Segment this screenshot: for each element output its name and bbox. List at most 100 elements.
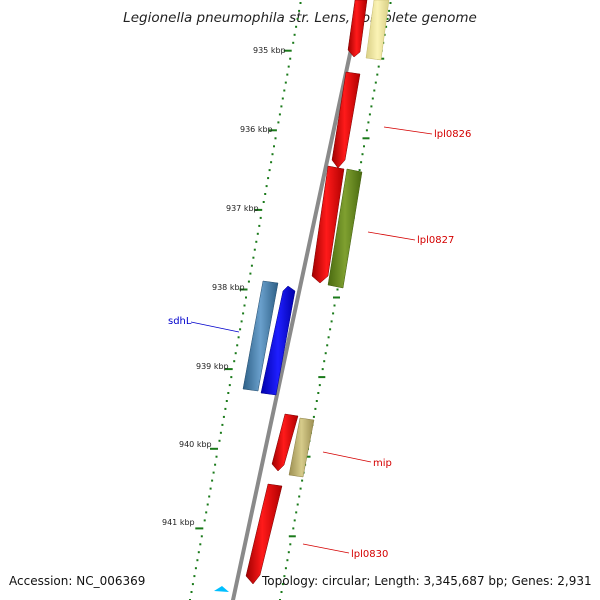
scale-minor-tick xyxy=(252,256,255,259)
scale-minor-tick xyxy=(278,113,281,116)
scale-major-tick xyxy=(268,129,277,132)
scale-minor-tick xyxy=(299,2,302,4)
outer-minor-tick xyxy=(293,519,296,522)
outer-minor-tick xyxy=(283,575,286,578)
outer-minor-tick xyxy=(312,415,315,418)
gene-top-pale[interactable] xyxy=(365,0,390,61)
outer-minor-tick xyxy=(370,105,373,108)
scale-minor-tick xyxy=(245,296,247,299)
gene-top-red[interactable] xyxy=(347,0,368,58)
outer-minor-tick xyxy=(280,591,283,593)
scale-minor-tick xyxy=(234,352,237,355)
gene-label-lpl0827[interactable]: lpl0827 xyxy=(417,235,454,246)
scale-major-tick xyxy=(283,49,292,52)
scale-minor-tick xyxy=(193,575,196,578)
outer-minor-tick xyxy=(386,17,389,20)
scale-minor-tick xyxy=(230,376,233,379)
outer-minor-tick xyxy=(286,559,289,562)
outer-minor-tick xyxy=(358,169,361,172)
scale-minor-tick xyxy=(281,97,284,100)
scale-minor-tick xyxy=(273,145,275,148)
scale-minor-tick xyxy=(228,384,231,387)
scale-minor-tick xyxy=(249,272,252,275)
gene-mip[interactable] xyxy=(288,417,315,478)
outer-minor-tick xyxy=(321,368,324,371)
leader-mip xyxy=(322,451,372,463)
scale-major-tick xyxy=(239,288,248,291)
tick-ring xyxy=(189,2,302,600)
gene-mip-red[interactable] xyxy=(271,413,299,472)
scale-minor-tick xyxy=(239,328,242,331)
outer-minor-tick xyxy=(389,2,392,4)
outer-major-tick xyxy=(362,137,370,140)
scale-minor-tick xyxy=(243,304,246,307)
scale-minor-tick xyxy=(298,9,301,12)
outer-minor-tick xyxy=(295,511,298,514)
scale-minor-tick xyxy=(191,583,194,586)
scale-minor-tick xyxy=(242,312,245,315)
gene-lpl0827[interactable] xyxy=(327,168,363,289)
scale-minor-tick xyxy=(259,216,262,219)
small-cyan-marker xyxy=(214,586,229,592)
scale-minor-tick xyxy=(196,559,199,562)
gene-lpl0830[interactable] xyxy=(245,483,283,585)
scale-minor-tick xyxy=(219,431,222,434)
gene-lpl0827-red[interactable] xyxy=(311,165,345,284)
tick-label-940: 940 kbp xyxy=(179,440,212,449)
scale-minor-tick xyxy=(190,591,193,593)
outer-minor-tick xyxy=(287,551,290,554)
outer-minor-tick xyxy=(363,145,365,148)
leader-lpl0827 xyxy=(367,231,416,241)
scale-minor-tick xyxy=(225,400,228,402)
leader-lpl0830 xyxy=(302,543,350,554)
scale-minor-tick xyxy=(212,471,215,474)
outer-minor-tick xyxy=(377,65,380,68)
gene-sdhL-steel[interactable] xyxy=(242,280,279,392)
scale-minor-tick xyxy=(200,535,203,538)
scale-minor-tick xyxy=(287,65,290,68)
scale-minor-tick xyxy=(256,232,259,235)
gene-sdhL[interactable] xyxy=(260,285,296,396)
gene-label-lpl0826[interactable]: lpl0826 xyxy=(434,129,471,140)
tick-label-938: 938 kbp xyxy=(212,283,245,292)
scale-major-tick xyxy=(254,208,263,211)
scale-minor-tick xyxy=(215,455,218,458)
outer-minor-tick xyxy=(365,129,368,132)
scale-minor-tick xyxy=(197,551,200,554)
scale-minor-tick xyxy=(233,360,236,363)
tick-label-935: 935 kbp xyxy=(253,46,286,55)
outer-minor-tick xyxy=(361,153,364,156)
gene-label-sdhL[interactable]: sdhL xyxy=(168,316,192,327)
outer-minor-tick xyxy=(289,543,292,546)
gene-lpl0826[interactable] xyxy=(331,71,361,169)
tick-label-941: 941 kbp xyxy=(162,518,195,527)
outer-minor-tick xyxy=(292,527,295,530)
scale-minor-tick xyxy=(270,161,273,164)
outer-minor-tick xyxy=(315,400,318,402)
scale-minor-tick xyxy=(267,177,270,180)
gene-label-mip[interactable]: mip xyxy=(373,458,392,469)
scale-minor-tick xyxy=(286,73,289,76)
tick-label-939: 939 kbp xyxy=(196,362,229,371)
scale-minor-tick xyxy=(237,336,240,339)
topology-summary: Topology: circular; Length: 3,345,687 bp… xyxy=(262,574,592,588)
scale-minor-tick xyxy=(222,415,225,418)
scale-major-tick xyxy=(224,368,233,371)
scale-minor-tick xyxy=(240,320,243,323)
scale-minor-tick xyxy=(224,407,227,410)
outer-minor-tick xyxy=(371,97,374,100)
scale-minor-tick xyxy=(218,439,221,442)
scale-minor-tick xyxy=(253,248,256,251)
accession-text: Accession: NC_006369 xyxy=(9,574,146,588)
scale-minor-tick xyxy=(262,201,265,203)
outer-minor-tick xyxy=(281,583,284,586)
outer-minor-tick xyxy=(336,288,339,291)
scale-major-tick xyxy=(210,447,218,450)
outer-major-tick xyxy=(318,376,326,379)
outer-minor-tick xyxy=(298,495,301,498)
scale-minor-tick xyxy=(265,185,268,188)
scale-minor-tick xyxy=(277,121,280,124)
outer-minor-tick xyxy=(299,487,302,490)
gene-label-lpl0830[interactable]: lpl0830 xyxy=(351,549,388,560)
